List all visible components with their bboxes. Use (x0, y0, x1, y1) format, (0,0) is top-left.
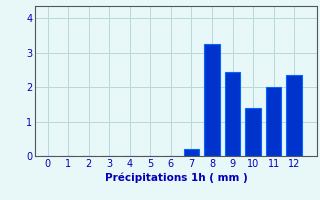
X-axis label: Précipitations 1h ( mm ): Précipitations 1h ( mm ) (105, 173, 247, 183)
Bar (184, 149, 199, 156)
Bar (286, 75, 302, 156)
Bar (204, 44, 220, 156)
Bar (266, 87, 281, 156)
Bar (245, 108, 261, 156)
Bar (225, 72, 240, 156)
